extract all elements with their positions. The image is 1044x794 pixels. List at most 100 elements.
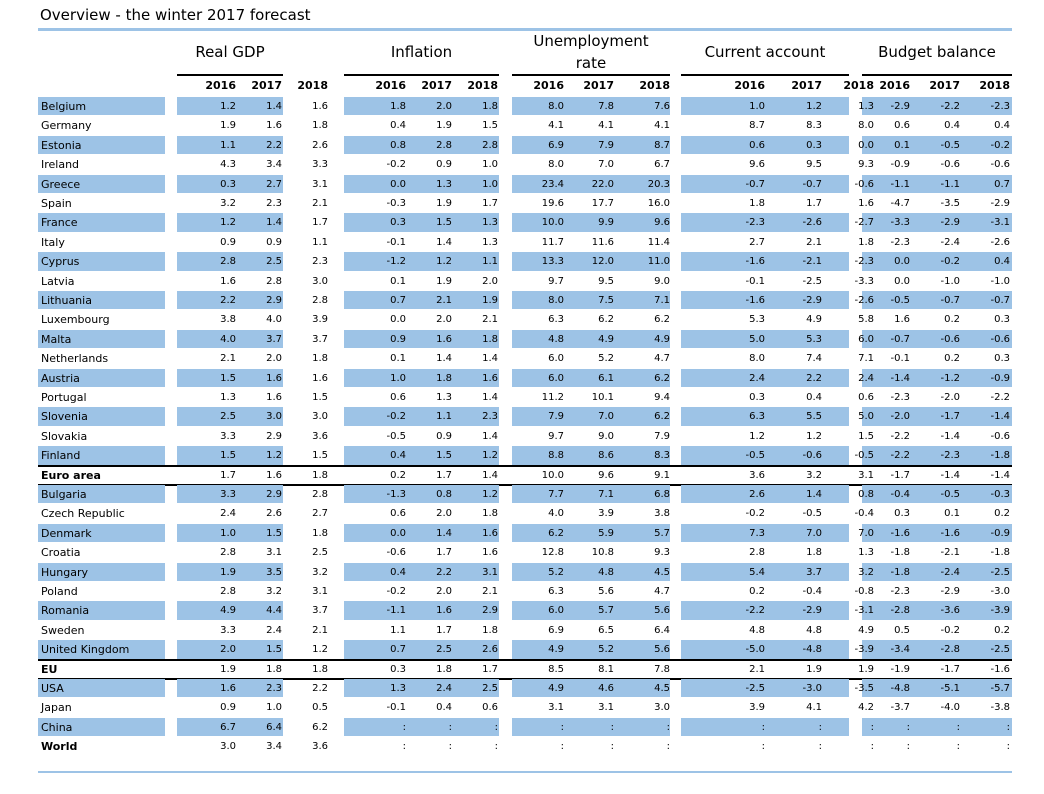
table-cell: -2.8	[940, 644, 960, 656]
row-band	[512, 562, 670, 581]
table-cell: 9.5	[806, 159, 822, 171]
table-cell: 6.3	[548, 586, 564, 597]
table-cell: 7.8	[598, 101, 614, 112]
table-cell: 1.9	[858, 663, 874, 675]
table-cell: 4.3	[220, 159, 236, 171]
table-cell: 2.3	[482, 411, 498, 423]
row-band	[344, 252, 499, 271]
table-cell: 4.7	[654, 586, 670, 597]
row-band	[344, 291, 499, 310]
table-cell: -1.6	[890, 527, 910, 539]
table-row: Bulgaria 3.3 2.9 2.8 -1.3 0.8 1.2 7.7 7.1 6.8 2.6 1…	[0, 485, 1044, 504]
table-cell: -0.8	[854, 586, 874, 597]
row-label: Bulgaria	[41, 488, 87, 501]
row-band	[681, 135, 849, 155]
table-cell: 4.9	[654, 333, 670, 345]
row-band	[862, 135, 1012, 155]
table-cell: -2.3	[890, 586, 910, 597]
row-band	[512, 679, 670, 698]
table-row: United Kingdom 2.0 1.5 1.2 0.7 2.5 2.6 4.9 5.2 5.…	[0, 640, 1044, 659]
table-cell: 1.6	[312, 101, 328, 112]
table-cell: 1.2	[220, 217, 236, 229]
table-cell: 1.5	[858, 430, 874, 442]
table-cell: 2.0	[436, 101, 452, 112]
row-band	[344, 446, 499, 465]
row-band	[681, 174, 849, 193]
table-cell: 1.7	[806, 198, 822, 209]
table-cell: -0.5	[802, 508, 822, 520]
table-cell: 3.4	[266, 159, 282, 171]
table-row: Austria 1.5 1.6 1.6 1.0 1.8 1.6 6.0 6.1 6.2 2.4 2.2…	[0, 368, 1044, 388]
table-cell: 1.2	[436, 256, 452, 268]
table-cell: 7.5	[598, 295, 614, 306]
table-cell: 2.3	[266, 198, 282, 209]
year-header: 2018	[639, 79, 670, 92]
row-band	[38, 291, 165, 310]
row-band	[344, 329, 499, 349]
table-cell: -1.8	[890, 566, 910, 578]
table-cell: 2.1	[436, 295, 452, 306]
table-row: Poland 2.8 3.2 3.1 -0.2 2.0 2.1 6.3 5.6 4.7 0.2 -0.…	[0, 582, 1044, 601]
top-rule	[38, 28, 1012, 31]
group-header: Real GDP	[195, 43, 265, 61]
table-cell: -3.5	[940, 198, 960, 209]
row-label: Finland	[41, 449, 81, 463]
table-cell: 1.8	[482, 101, 498, 112]
table-cell: 1.6	[482, 527, 498, 539]
row-label: USA	[41, 682, 64, 695]
table-cell: 0.8	[390, 139, 406, 151]
table-cell: 1.2	[266, 450, 282, 462]
table-cell: -4.0	[940, 702, 960, 714]
table-cell: -1.4	[890, 372, 910, 384]
table-cell: -0.6	[940, 159, 960, 171]
table-row: Italy 0.9 0.9 1.1 -0.1 1.4 1.3 11.7 11.6 11.4 2.7 2…	[0, 233, 1044, 252]
year-header: 2018	[297, 79, 328, 92]
table-cell: 1.1	[220, 139, 236, 151]
table-cell: 7.1	[654, 295, 670, 306]
table-cell: -0.5	[386, 430, 406, 442]
table-cell: -0.7	[890, 333, 910, 345]
table-cell: 0.4	[994, 120, 1010, 132]
table-cell: 7.8	[654, 663, 670, 675]
row-band	[344, 407, 499, 426]
table-cell: 0.9	[390, 333, 406, 345]
table-cell: -2.6	[990, 236, 1010, 248]
table-cell: 4.1	[598, 120, 614, 132]
table-cell: 1.8	[436, 663, 452, 675]
table-cell: -1.1	[386, 605, 406, 617]
table-cell: -0.9	[990, 372, 1010, 384]
table-cell: 0.0	[894, 256, 910, 268]
table-cell: -2.2	[890, 450, 910, 462]
row-band	[344, 640, 499, 659]
table-cell: 10.1	[591, 392, 614, 403]
table-row: Germany 1.9 1.6 1.8 0.4 1.9 1.5 4.1 4.1 4.1 8.7 8.3…	[0, 116, 1044, 135]
table-cell: 4.0	[220, 333, 236, 345]
row-label: France	[41, 216, 78, 230]
table-cell: 8.7	[749, 120, 765, 132]
table-cell: :	[761, 741, 765, 753]
table-cell: 0.4	[390, 120, 406, 132]
year-header: 2016	[879, 79, 910, 92]
table-cell: -0.5	[890, 295, 910, 306]
table-cell: 9.6	[598, 469, 614, 481]
row-label: Italy	[41, 235, 65, 249]
row-label: Sweden	[41, 623, 85, 637]
table-cell: 9.3	[654, 547, 670, 559]
table-cell: -1.8	[990, 450, 1010, 462]
table-cell: 3.1	[598, 702, 614, 714]
table-cell: 5.4	[749, 566, 765, 578]
year-underline	[344, 74, 499, 76]
table-cell: -2.9	[940, 217, 960, 229]
table-cell: 0.2	[944, 353, 960, 365]
table-cell: -2.2	[745, 605, 765, 617]
table-cell: -2.5	[802, 275, 822, 287]
table-cell: 3.2	[806, 469, 822, 481]
table-cell: 2.2	[266, 139, 282, 151]
table-cell: -1.4	[990, 411, 1010, 423]
row-band	[681, 213, 849, 232]
table-cell: -2.6	[854, 295, 874, 306]
table-cell: 4.5	[654, 683, 670, 694]
row-band	[681, 485, 849, 504]
table-row: Ireland 4.3 3.4 3.3 -0.2 0.9 1.0 8.0 7.0 6.7 9.6 9.…	[0, 155, 1044, 174]
table-cell: 1.2	[482, 450, 498, 462]
